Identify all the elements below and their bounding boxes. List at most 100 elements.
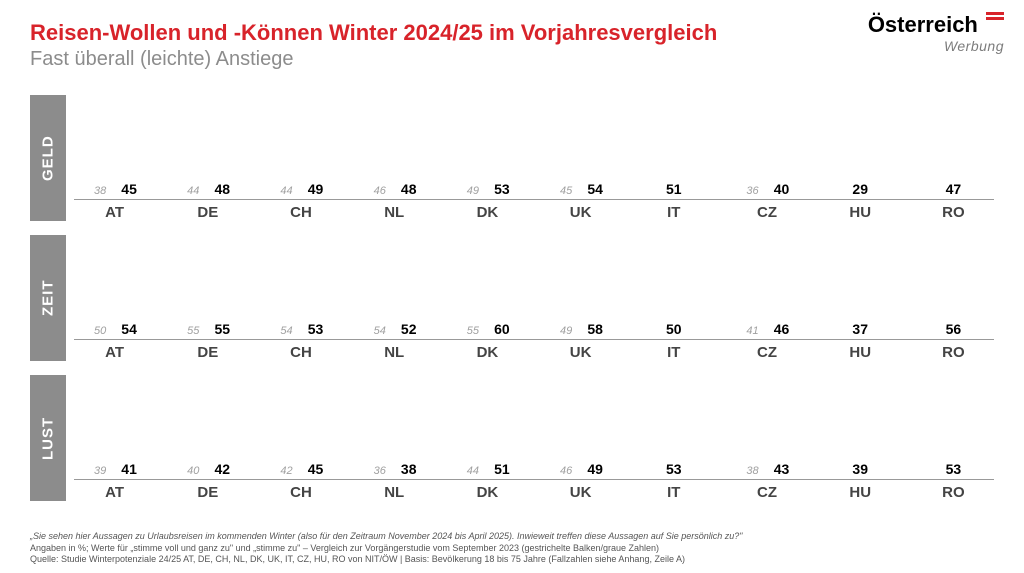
prev-value-label: 55 — [467, 325, 479, 337]
category-label: RO — [917, 484, 990, 501]
category-label: UK — [544, 344, 617, 361]
prev-value-label: 49 — [467, 185, 479, 197]
row-chart: 3941404242453638445146495338433953ATDECH… — [74, 375, 994, 501]
category-label: HU — [824, 484, 897, 501]
category-label: CZ — [730, 344, 803, 361]
category-label: UK — [544, 484, 617, 501]
category-label: NL — [358, 204, 431, 221]
category-label: AT — [78, 344, 151, 361]
category-label: RO — [917, 344, 990, 361]
category-labels: ATDECHNLDKUKITCZHURO — [74, 480, 994, 501]
bars-area: 3941404242453638445146495338433953 — [74, 375, 994, 480]
cur-value-label: 45 — [121, 181, 137, 197]
category-label: AT — [78, 484, 151, 501]
prev-value-label: 44 — [280, 185, 292, 197]
cur-value-label: 53 — [494, 181, 510, 197]
page-title: Reisen-Wollen und -Können Winter 2024/25… — [30, 20, 994, 46]
cur-value-label: 54 — [587, 181, 603, 197]
cur-value-label: 54 — [121, 321, 137, 337]
prev-value-label: 44 — [467, 465, 479, 477]
prev-value-label: 46 — [374, 185, 386, 197]
cur-value-label: 60 — [494, 321, 510, 337]
prev-value-label: 55 — [187, 325, 199, 337]
cur-value-label: 53 — [946, 461, 962, 477]
cur-value-label: 46 — [774, 321, 790, 337]
category-labels: AT DE CH NL DK UK IT CZ HU RO — [74, 340, 994, 361]
cur-value-label: 29 — [852, 181, 868, 197]
prev-value-label: 39 — [94, 465, 106, 477]
category-label: IT — [637, 204, 710, 221]
row-chart: 50 54 55 55 54 53 54 52 55 60 49 58 50 41 46 37 56 AT DE CH… — [74, 235, 994, 361]
footnote-question: „Sie sehen hier Aussagen zu Urlaubsreise… — [30, 531, 994, 542]
category-label: CZ — [730, 484, 803, 501]
cur-value-label: 55 — [215, 321, 231, 337]
category-label: NL — [358, 344, 431, 361]
category-label: AT — [78, 204, 151, 221]
cur-value-label: 52 — [401, 321, 417, 337]
chart-row: ZEIT 50 54 55 55 54 53 54 52 55 60 49 58 50 41 46 37 56 AT… — [30, 235, 994, 361]
category-label: CH — [264, 484, 337, 501]
cur-value-label: 56 — [946, 321, 962, 337]
category-label: IT — [637, 484, 710, 501]
category-label: NL — [358, 484, 431, 501]
cur-value-label: 51 — [494, 461, 510, 477]
cur-value-label: 53 — [308, 321, 324, 337]
prev-value-label: 41 — [746, 325, 758, 337]
prev-value-label: 49 — [560, 325, 572, 337]
cur-value-label: 42 — [215, 461, 231, 477]
row-label: GELD — [30, 95, 66, 221]
category-label: DE — [171, 484, 244, 501]
cur-value-label: 45 — [308, 461, 324, 477]
category-label: DK — [451, 204, 524, 221]
chart-row: GELD3845444844494648495345545136402947AT… — [30, 95, 994, 221]
cur-value-label: 48 — [401, 181, 417, 197]
bars-area: 50 54 55 55 54 53 54 52 55 60 49 58 50 41 46 37 56 — [74, 235, 994, 340]
category-label: CH — [264, 204, 337, 221]
prev-value-label: 38 — [746, 465, 758, 477]
category-label: DE — [171, 344, 244, 361]
prev-value-label: 50 — [94, 325, 106, 337]
prev-value-label: 36 — [746, 185, 758, 197]
chart-rows: GELD 38 45 44 48 44 49 46 48 49 53 45 54 51 36 40 29 47 AT… — [30, 95, 994, 501]
category-labels: ATDECHNLDKUKITCZHURO — [74, 200, 994, 221]
footnote-block: „Sie sehen hier Aussagen zu Urlaubsreise… — [30, 531, 994, 565]
prev-value-label: 44 — [187, 185, 199, 197]
category-label: UK — [544, 204, 617, 221]
prev-value-label: 36 — [374, 465, 386, 477]
cur-value-label: 37 — [852, 321, 868, 337]
logo-main-text: Österreich — [868, 12, 978, 37]
page-subtitle: Fast überall (leichte) Anstiege — [30, 48, 994, 71]
cur-value-label: 50 — [666, 321, 682, 337]
category-label: RO — [917, 204, 990, 221]
footnote-line3: Quelle: Studie Winterpotenziale 24/25 AT… — [30, 554, 994, 565]
category-label: CZ — [730, 204, 803, 221]
prev-value-label: 45 — [560, 185, 572, 197]
row-label: ZEIT — [30, 235, 66, 361]
row-chart: 3845444844494648495345545136402947ATDECH… — [74, 95, 994, 221]
prev-value-label: 42 — [280, 465, 292, 477]
cur-value-label: 39 — [852, 461, 868, 477]
prev-value-label: 54 — [280, 325, 292, 337]
logo-sub-text: Werbung — [868, 38, 1004, 54]
category-label: HU — [824, 204, 897, 221]
category-label: CH — [264, 344, 337, 361]
flag-icon — [986, 12, 1004, 22]
cur-value-label: 38 — [401, 461, 417, 477]
cur-value-label: 40 — [774, 181, 790, 197]
category-label: HU — [824, 344, 897, 361]
cur-value-label: 47 — [946, 181, 962, 197]
brand-logo: Österreich Werbung — [868, 12, 1004, 54]
bars-area: 3845444844494648495345545136402947 — [74, 95, 994, 200]
prev-value-label: 46 — [560, 465, 572, 477]
cur-value-label: 41 — [121, 461, 137, 477]
cur-value-label: 53 — [666, 461, 682, 477]
row-label: LUST — [30, 375, 66, 501]
cur-value-label: 58 — [587, 321, 603, 337]
cur-value-label: 49 — [587, 461, 603, 477]
category-label: DK — [451, 344, 524, 361]
prev-value-label: 54 — [374, 325, 386, 337]
cur-value-label: 43 — [774, 461, 790, 477]
category-label: IT — [637, 344, 710, 361]
footnote-line2: Angaben in %; Werte für „stimme voll und… — [30, 543, 994, 554]
cur-value-label: 48 — [215, 181, 231, 197]
